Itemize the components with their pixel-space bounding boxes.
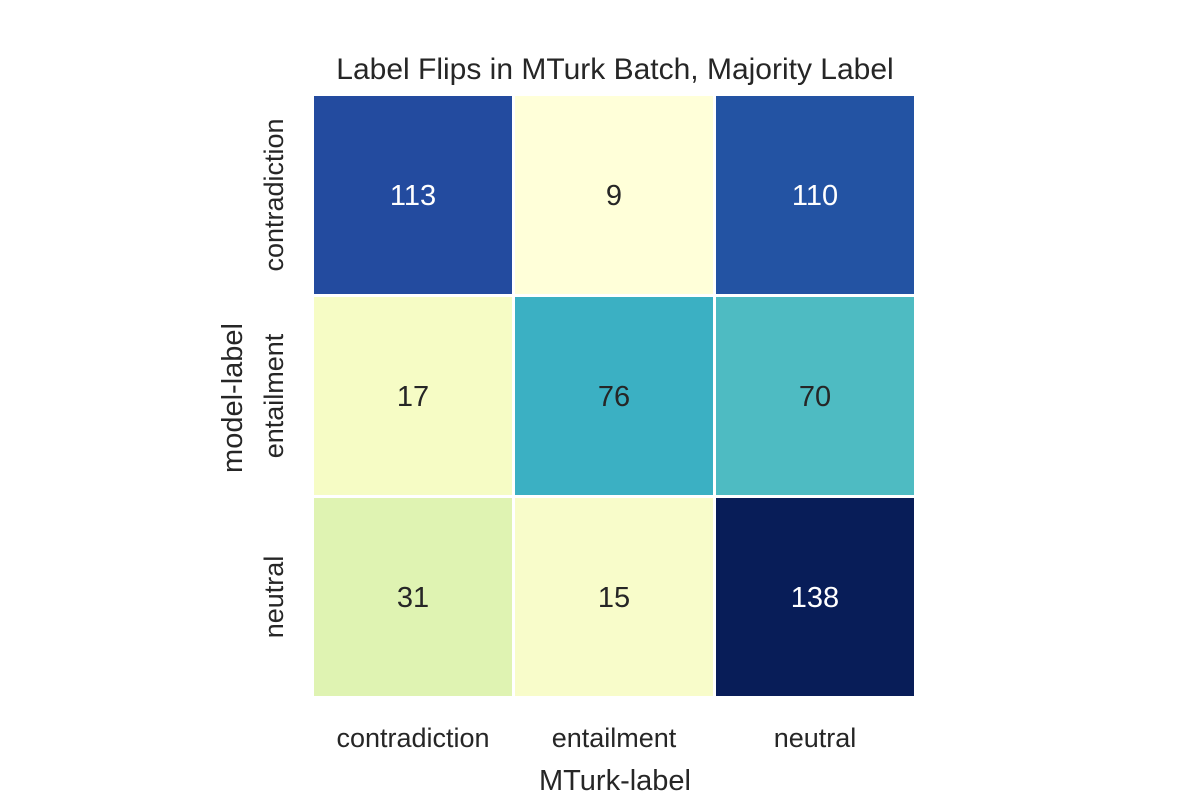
heatmap-cells: 113 9 110 17 76 70 31 15 138 — [314, 96, 914, 696]
x-axis-label: MTurk-label — [539, 765, 691, 797]
y-axis-label: model-label — [217, 323, 249, 473]
y-tick-label: contradiction — [259, 118, 289, 271]
cell-value-label: 113 — [390, 180, 436, 212]
x-tick-label: neutral — [774, 723, 857, 753]
x-tick-labels: contradiction entailment neutral — [336, 723, 856, 753]
cell-value-label: 70 — [799, 381, 831, 413]
heatmap-cell — [515, 498, 713, 696]
heatmap-cell — [314, 297, 512, 495]
cell-value-label: 110 — [792, 180, 838, 212]
cell-value-label: 31 — [397, 582, 429, 614]
cell-value-label: 138 — [791, 582, 839, 614]
y-tick-labels: contradiction entailment neutral — [259, 118, 289, 638]
cell-value-label: 9 — [606, 180, 622, 212]
y-tick-label: neutral — [259, 556, 289, 639]
heatmap-cell — [314, 498, 512, 696]
heatmap-cell — [716, 498, 914, 696]
cell-value-label: 17 — [397, 381, 429, 413]
heatmap-cell — [716, 297, 914, 495]
x-tick-label: contradiction — [336, 723, 489, 753]
cell-value-label: 76 — [598, 381, 630, 413]
chart-title: Label Flips in MTurk Batch, Majority Lab… — [336, 53, 893, 86]
y-tick-label: entailment — [259, 333, 289, 458]
heatmap-cell — [515, 297, 713, 495]
heatmap-cell — [716, 96, 914, 294]
heatmap-cell — [515, 96, 713, 294]
cell-value-label: 15 — [598, 582, 630, 614]
heatmap-cell — [314, 96, 512, 294]
x-tick-label: entailment — [552, 723, 677, 753]
